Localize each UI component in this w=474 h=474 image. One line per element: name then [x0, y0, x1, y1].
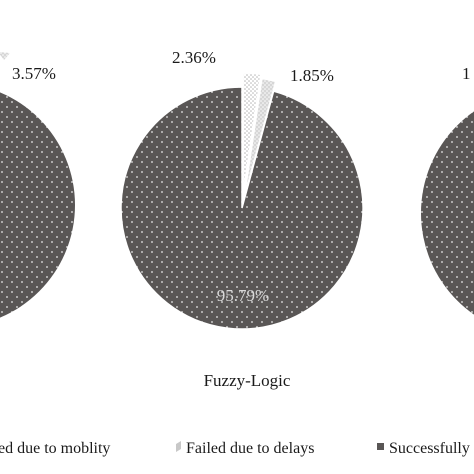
pie-center [120, 72, 364, 330]
pie-center-label-success: 95.79% [217, 286, 269, 305]
pie-left-label-delays: 3.57% [12, 64, 56, 83]
legend-swatch-delays [176, 441, 181, 452]
pie-center-label-mobility: 2.36% [172, 48, 216, 67]
pie-right-success-slice [421, 111, 474, 315]
legend-swatch-success [377, 443, 384, 450]
legend: ed due to moblity Failed due to delays S… [0, 440, 470, 457]
legend-label-success: Successfully [389, 440, 470, 457]
pie-center-slice-success [120, 86, 364, 330]
pie-left-success-slice [0, 92, 75, 318]
pie-center-slice-mobility [242, 72, 262, 195]
pie-center-slice-delays [243, 77, 277, 199]
pie-left-small-slice [0, 52, 10, 60]
pie-center-label-delays: 1.85% [290, 66, 334, 85]
legend-label-delays: Failed due to delays [186, 440, 314, 457]
pie-right: 1 [421, 64, 474, 315]
pie-left: 3.57% [0, 52, 75, 318]
legend-label-mobility: ed due to moblity [0, 440, 110, 457]
pie-right-label: 1 [462, 64, 471, 83]
chart-title: Fuzzy-Logic [204, 371, 291, 390]
